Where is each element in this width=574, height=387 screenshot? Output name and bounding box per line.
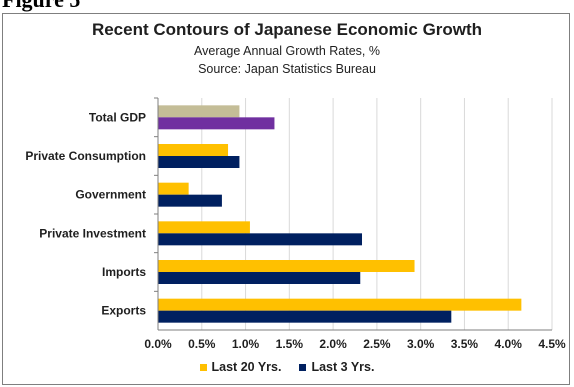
chart-frame: Recent Contours of Japanese Economic Gro…: [2, 13, 570, 385]
bar-imports-last-20-yrs: [158, 260, 415, 272]
category-label-private-consumption: Private Consumption: [25, 149, 146, 163]
page-heading-text: Figure 5: [2, 0, 80, 12]
bar-private-investment-last-20-yrs: [158, 221, 250, 234]
x-tick-label: 4.0%: [495, 337, 523, 351]
bar-private-consumption-last-20-yrs: [158, 144, 229, 156]
legend-item-last-20: Last 20 Yrs.: [199, 360, 282, 374]
page-heading-fragment: Figure 5: [0, 0, 574, 12]
legend-swatch-last-3: [299, 363, 307, 371]
legend: Last 20 Yrs. Last 3 Yrs.: [3, 360, 571, 374]
legend-label-last-3: Last 3 Yrs.: [311, 360, 375, 374]
chart-title: Recent Contours of Japanese Economic Gro…: [91, 20, 483, 39]
bar-government-last-3-yrs: [158, 194, 222, 207]
bar-private-consumption-last-3-yrs: [158, 156, 240, 168]
axis-labels: 0.0% 0.5% 1.0% 1.5% 2.0% 2.5% 3.0% 3.5% 4.0% 4.5%…: [25, 110, 566, 351]
chart-source: Source: Japan Statistics Bureau: [198, 62, 376, 76]
legend-item-last-3: Last 3 Yrs.: [299, 360, 374, 374]
category-label-government: Government: [75, 188, 146, 202]
axes: [154, 97, 552, 331]
chart-subtitle: Average Annual Growth Rates, %: [194, 44, 380, 58]
x-tick-label: 1.0%: [232, 337, 260, 351]
category-label-total-gdp: Total GDP: [89, 110, 146, 124]
bar-chart: 0.0% 0.5% 1.0% 1.5% 2.0% 2.5% 3.0% 3.5% 4.0% 4.5%…: [25, 97, 566, 351]
x-tick-label: 4.5%: [538, 337, 566, 351]
x-tick-label: 0.5%: [188, 337, 216, 351]
bar-exports-last-20-yrs: [158, 298, 522, 311]
bars: [158, 105, 522, 323]
legend-swatch-last-20: [199, 363, 207, 371]
x-tick-label: 2.5%: [363, 337, 391, 351]
grid-lines: [201, 98, 553, 330]
x-tick-label: 1.5%: [276, 337, 304, 351]
bar-imports-last-3-yrs: [158, 272, 361, 284]
x-tick-label: 0.0%: [144, 337, 172, 351]
x-tick-label: 3.5%: [451, 337, 479, 351]
bar-exports-last-3-yrs: [158, 310, 452, 323]
bar-total-gdp-last-3-yrs: [158, 117, 275, 130]
bar-government-last-20-yrs: [158, 182, 189, 195]
category-label-private-investment: Private Investment: [39, 226, 146, 240]
category-label-exports: Exports: [101, 304, 146, 318]
bar-total-gdp-last-20-yrs: [158, 105, 240, 118]
x-tick-label: 2.0%: [319, 337, 347, 351]
bar-private-investment-last-3-yrs: [158, 233, 363, 246]
x-tick-label: 3.0%: [407, 337, 435, 351]
legend-label-last-20: Last 20 Yrs.: [211, 360, 282, 374]
category-label-imports: Imports: [102, 265, 146, 279]
